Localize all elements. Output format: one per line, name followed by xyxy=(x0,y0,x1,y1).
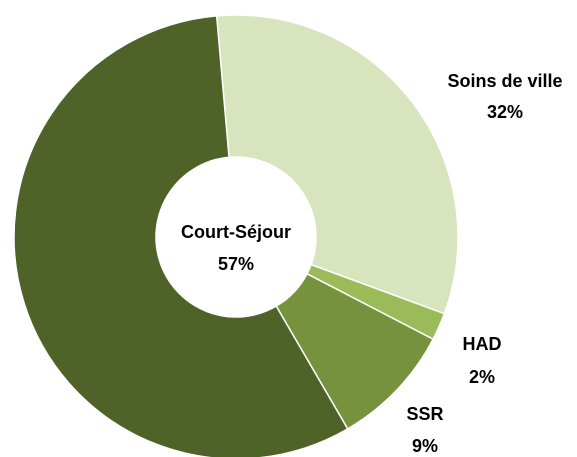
value-label: 32% xyxy=(487,102,523,122)
donut-slice xyxy=(215,14,459,315)
value-label: 2% xyxy=(469,367,495,387)
slice-label: Court-Séjour xyxy=(181,222,291,242)
slice-label: SSR xyxy=(406,404,443,424)
donut-slice xyxy=(13,15,349,457)
slice-label: HAD xyxy=(463,334,502,354)
value-label: 9% xyxy=(412,436,438,456)
slice-label: Soins de ville xyxy=(447,71,562,91)
value-label: 57% xyxy=(218,254,254,274)
